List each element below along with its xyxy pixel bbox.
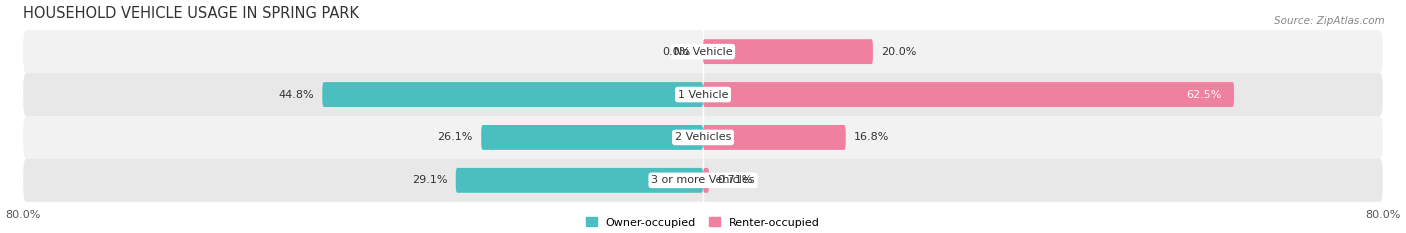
Text: 26.1%: 26.1% (437, 132, 472, 142)
FancyBboxPatch shape (703, 39, 873, 64)
Text: 3 or more Vehicles: 3 or more Vehicles (651, 175, 755, 185)
FancyBboxPatch shape (456, 168, 703, 193)
FancyBboxPatch shape (703, 82, 1234, 107)
Text: 29.1%: 29.1% (412, 175, 447, 185)
Text: 0.0%: 0.0% (662, 47, 690, 57)
FancyBboxPatch shape (24, 116, 1382, 159)
Text: 16.8%: 16.8% (855, 132, 890, 142)
Text: 1 Vehicle: 1 Vehicle (678, 89, 728, 99)
FancyBboxPatch shape (322, 82, 703, 107)
Text: 20.0%: 20.0% (882, 47, 917, 57)
Text: 2 Vehicles: 2 Vehicles (675, 132, 731, 142)
Text: 0.71%: 0.71% (717, 175, 752, 185)
Legend: Owner-occupied, Renter-occupied: Owner-occupied, Renter-occupied (586, 217, 820, 228)
Text: 62.5%: 62.5% (1185, 89, 1222, 99)
Text: Source: ZipAtlas.com: Source: ZipAtlas.com (1274, 16, 1385, 26)
FancyBboxPatch shape (703, 125, 846, 150)
Text: No Vehicle: No Vehicle (673, 47, 733, 57)
FancyBboxPatch shape (703, 168, 709, 193)
FancyBboxPatch shape (24, 73, 1382, 116)
Text: 44.8%: 44.8% (278, 89, 314, 99)
Text: HOUSEHOLD VEHICLE USAGE IN SPRING PARK: HOUSEHOLD VEHICLE USAGE IN SPRING PARK (24, 6, 360, 21)
FancyBboxPatch shape (24, 159, 1382, 202)
FancyBboxPatch shape (24, 30, 1382, 73)
FancyBboxPatch shape (481, 125, 703, 150)
